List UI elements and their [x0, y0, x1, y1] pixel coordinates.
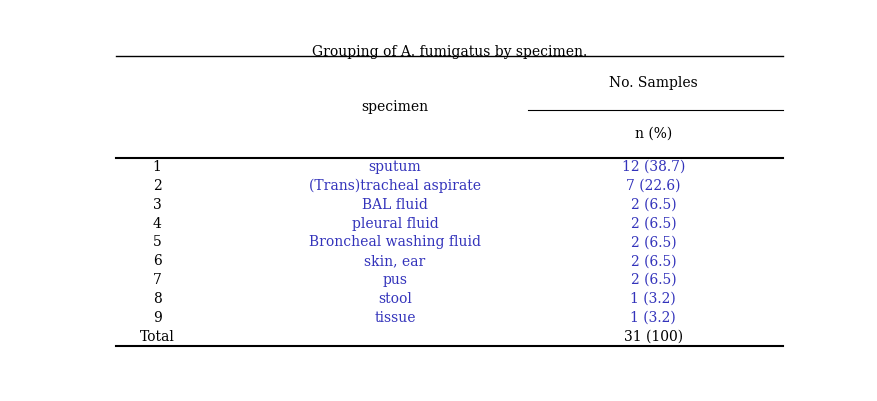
Text: tissue: tissue — [374, 311, 416, 325]
Text: 2 (6.5): 2 (6.5) — [631, 273, 676, 287]
Text: 1 (3.2): 1 (3.2) — [631, 292, 676, 306]
Text: n (%): n (%) — [635, 127, 672, 141]
Text: 2: 2 — [153, 179, 161, 193]
Text: stool: stool — [378, 292, 412, 306]
Text: pus: pus — [382, 273, 408, 287]
Text: BAL fluid: BAL fluid — [362, 198, 428, 212]
Text: Grouping of A. fumigatus by specimen.: Grouping of A. fumigatus by specimen. — [312, 45, 587, 59]
Text: Total: Total — [139, 330, 175, 344]
Text: 4: 4 — [153, 217, 161, 231]
Text: 3: 3 — [153, 198, 161, 212]
Text: 2 (6.5): 2 (6.5) — [631, 217, 676, 231]
Text: 31 (100): 31 (100) — [624, 330, 683, 344]
Text: Broncheal washing fluid: Broncheal washing fluid — [309, 235, 481, 249]
Text: 7: 7 — [153, 273, 161, 287]
Text: 1: 1 — [153, 160, 161, 174]
Text: (Trans)tracheal aspirate: (Trans)tracheal aspirate — [309, 179, 481, 193]
Text: 2 (6.5): 2 (6.5) — [631, 254, 676, 268]
Text: pleural fluid: pleural fluid — [352, 217, 438, 231]
Text: 7 (22.6): 7 (22.6) — [626, 179, 681, 193]
Text: skin, ear: skin, ear — [365, 254, 425, 268]
Text: specimen: specimen — [361, 100, 429, 114]
Text: 6: 6 — [153, 254, 161, 268]
Text: 2 (6.5): 2 (6.5) — [631, 235, 676, 249]
Text: 1 (3.2): 1 (3.2) — [631, 311, 676, 325]
Text: No. Samples: No. Samples — [609, 76, 698, 90]
Text: 8: 8 — [153, 292, 161, 306]
Text: 9: 9 — [153, 311, 161, 325]
Text: 12 (38.7): 12 (38.7) — [622, 160, 685, 174]
Text: 5: 5 — [153, 235, 161, 249]
Text: 2 (6.5): 2 (6.5) — [631, 198, 676, 212]
Text: sputum: sputum — [368, 160, 422, 174]
